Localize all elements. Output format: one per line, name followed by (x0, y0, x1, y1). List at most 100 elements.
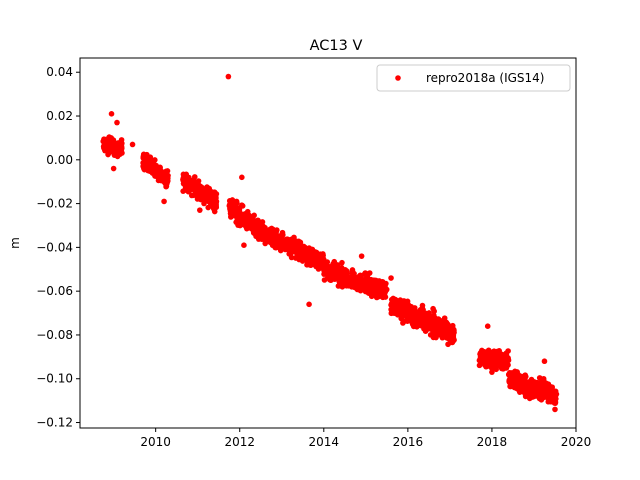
chart-title: AC13 V (310, 38, 363, 54)
data-point (263, 230, 269, 237)
data-point (443, 325, 450, 331)
data-point (210, 194, 217, 201)
data-point (267, 230, 274, 237)
data-point (207, 199, 214, 205)
y-tick-label: 0.02 (46, 109, 73, 123)
data-point (339, 272, 345, 279)
data-point (358, 253, 365, 259)
data-point (423, 319, 429, 326)
data-point (296, 242, 303, 249)
data-point (118, 137, 125, 143)
data-point (235, 210, 242, 216)
y-axis-label: m (8, 237, 22, 249)
data-point (292, 246, 298, 252)
data-point (330, 261, 336, 267)
data-point (408, 308, 414, 315)
data-point (151, 164, 157, 171)
data-point (426, 310, 432, 316)
data-point (197, 192, 204, 199)
data-point (269, 242, 276, 248)
data-point (511, 369, 518, 376)
data-point (495, 362, 502, 369)
data-point (161, 198, 167, 205)
data-point (329, 275, 335, 282)
data-point (419, 311, 426, 318)
data-point (413, 314, 420, 321)
data-point (111, 152, 118, 158)
data-point (333, 273, 339, 279)
data-point (281, 238, 287, 245)
y-tick-label: −0.10 (36, 372, 73, 386)
data-point (502, 365, 509, 371)
data-point (364, 286, 371, 292)
data-point (163, 171, 170, 177)
data-point (241, 211, 247, 218)
legend-frame (376, 64, 571, 92)
data-point (538, 388, 545, 395)
data-point (108, 111, 115, 117)
data-point (300, 249, 306, 255)
data-point (478, 358, 484, 365)
data-point (393, 307, 400, 314)
data-point (186, 185, 193, 192)
data-point (325, 263, 331, 270)
y-axis: −0.12 −0.10 −0.08 −0.06 −0.04 −0.02 0.00 0.02 0.… (36, 65, 80, 430)
data-points (100, 73, 560, 413)
data-point (161, 177, 167, 184)
data-point (258, 219, 265, 226)
data-point (394, 311, 401, 318)
data-point (184, 178, 191, 185)
data-point (235, 216, 242, 223)
data-point (380, 291, 386, 298)
data-point (436, 321, 443, 328)
data-point (227, 202, 234, 209)
data-point (339, 259, 345, 266)
data-point (157, 170, 163, 177)
data-point (392, 297, 399, 303)
data-point (426, 324, 432, 330)
data-point (552, 406, 558, 413)
data-point (300, 243, 307, 250)
data-point (529, 387, 536, 394)
legend-entry-label: repro2018a (IGS14) (426, 71, 544, 85)
data-point (203, 190, 209, 197)
data-point (312, 250, 318, 256)
data-point (399, 298, 405, 305)
data-point (338, 267, 345, 273)
data-point (230, 209, 237, 216)
data-point (225, 73, 232, 80)
data-point (110, 165, 117, 172)
data-point (488, 359, 494, 366)
data-point (489, 369, 495, 375)
data-point (484, 323, 491, 330)
data-point (449, 338, 455, 345)
data-point (502, 358, 509, 364)
data-point (526, 395, 533, 402)
data-point (241, 242, 247, 248)
data-point (142, 159, 148, 166)
data-point (412, 321, 419, 327)
data-point (518, 375, 524, 382)
data-point (324, 259, 331, 265)
data-point (183, 171, 190, 178)
data-point (513, 377, 520, 383)
y-tick-label: −0.06 (36, 284, 73, 298)
data-point (447, 328, 454, 335)
data-point (250, 215, 256, 222)
data-point (443, 320, 450, 326)
data-point (481, 349, 487, 355)
data-point (488, 354, 494, 361)
data-point (506, 370, 513, 376)
legend-marker (395, 75, 401, 81)
data-point (317, 260, 323, 267)
y-tick-label: 0.04 (46, 65, 73, 79)
data-point (311, 256, 318, 262)
data-point (440, 334, 447, 340)
data-point (375, 292, 381, 299)
data-point (193, 190, 199, 196)
y-tick-label: −0.08 (36, 328, 73, 342)
data-point (109, 147, 116, 153)
data-point (525, 384, 531, 390)
data-point (234, 200, 240, 206)
